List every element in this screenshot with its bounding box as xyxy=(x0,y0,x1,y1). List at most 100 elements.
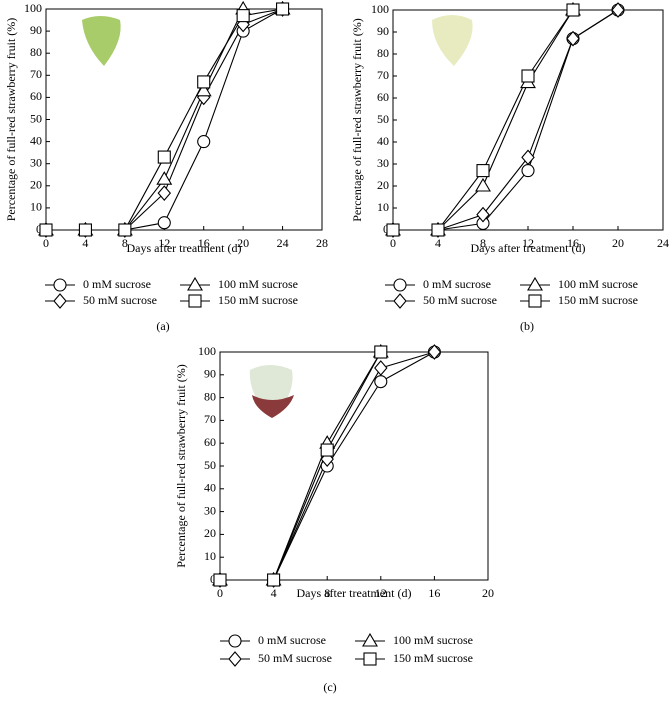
panel-caption: (c) xyxy=(323,680,336,694)
x-tick-label: 16 xyxy=(428,586,440,600)
series-line xyxy=(393,9,574,231)
marker xyxy=(521,149,535,166)
series-line xyxy=(220,351,382,581)
x-tick-label: 8 xyxy=(122,236,128,250)
legend-label: 50 mM sucrose xyxy=(83,293,157,307)
y-tick-label: 40 xyxy=(30,133,42,147)
marker xyxy=(374,360,388,376)
y-tick-label: 50 xyxy=(377,112,389,126)
y-tick-label: 10 xyxy=(377,200,389,214)
x-tick-label: 20 xyxy=(237,236,249,250)
y-tick-label: 100 xyxy=(24,1,42,15)
marker xyxy=(213,573,227,587)
y-tick-label: 80 xyxy=(204,389,216,403)
marker xyxy=(521,69,535,83)
marker xyxy=(566,30,580,47)
x-axis-label: Days after treatment (d) xyxy=(297,586,412,600)
y-tick-label: 90 xyxy=(377,24,389,38)
y-tick-label: 100 xyxy=(371,2,389,16)
panel-caption: (a) xyxy=(156,319,169,333)
marker xyxy=(195,82,212,97)
series-line xyxy=(393,9,574,231)
marker xyxy=(320,443,334,457)
y-tick-label: 10 xyxy=(30,200,42,214)
marker xyxy=(236,9,250,23)
y-tick-label: 0 xyxy=(36,222,42,236)
y-axis-label: Percentage of full-red strawberry fruit … xyxy=(350,18,364,222)
y-tick-label: 100 xyxy=(198,344,216,358)
marker xyxy=(197,135,211,149)
x-tick-label: 8 xyxy=(324,586,330,600)
x-tick-label: 12 xyxy=(522,236,534,250)
x-tick-label: 0 xyxy=(217,586,223,600)
marker xyxy=(228,634,242,648)
y-tick-label: 60 xyxy=(377,90,389,104)
x-axis-label: Days after treatment (d) xyxy=(471,241,586,255)
marker xyxy=(528,294,542,308)
x-tick-label: 8 xyxy=(480,236,486,250)
marker xyxy=(39,223,53,237)
legend-label: 50 mM sucrose xyxy=(423,293,497,307)
marker xyxy=(476,164,490,178)
legend-label: 100 mM sucrose xyxy=(218,277,298,291)
series-line xyxy=(220,351,382,581)
marker xyxy=(527,276,543,291)
marker xyxy=(374,345,388,359)
x-tick-label: 24 xyxy=(277,236,289,250)
chart: 0 10 20 30 40 50 60 70 80 90 100 0 4 8 12 16 20 24 28 Days … xyxy=(4,1,328,333)
marker xyxy=(476,206,490,223)
y-tick-label: 20 xyxy=(377,178,389,192)
marker xyxy=(53,278,67,292)
x-tick-label: 28 xyxy=(316,236,328,250)
marker xyxy=(475,177,491,192)
marker xyxy=(118,223,132,237)
panel-caption: (b) xyxy=(520,319,534,333)
strawberry-white xyxy=(432,15,473,66)
x-tick-label: 12 xyxy=(375,586,387,600)
strawberry-green xyxy=(82,16,121,66)
y-tick-label: 50 xyxy=(30,111,42,125)
x-tick-label: 4 xyxy=(271,586,277,600)
marker xyxy=(386,223,400,237)
marker xyxy=(156,171,173,185)
y-tick-label: 70 xyxy=(377,68,389,82)
x-tick-label: 0 xyxy=(390,236,396,250)
y-tick-label: 80 xyxy=(30,45,42,59)
x-axis-label: Days after treatment (d) xyxy=(127,241,242,255)
marker xyxy=(53,293,67,309)
x-tick-label: 20 xyxy=(482,586,494,600)
y-tick-label: 0 xyxy=(210,572,216,586)
x-tick-label: 4 xyxy=(82,236,88,250)
y-tick-label: 30 xyxy=(204,503,216,517)
marker xyxy=(78,223,92,237)
y-tick-label: 20 xyxy=(30,178,42,192)
strawberry-red-tip xyxy=(252,395,294,418)
y-axis-label: Percentage of full-red strawberry fruit … xyxy=(4,18,18,222)
x-tick-label: 0 xyxy=(43,236,49,250)
y-tick-label: 80 xyxy=(377,46,389,60)
plot-frame xyxy=(392,9,664,231)
marker xyxy=(157,185,172,201)
y-tick-label: 0 xyxy=(383,222,389,236)
marker xyxy=(267,573,281,587)
legend-label: 0 mM sucrose xyxy=(83,277,151,291)
y-tick-label: 40 xyxy=(204,481,216,495)
y-tick-label: 10 xyxy=(204,549,216,563)
y-tick-label: 60 xyxy=(204,435,216,449)
x-tick-label: 4 xyxy=(435,236,441,250)
series-line xyxy=(393,9,619,231)
marker xyxy=(393,278,407,292)
y-tick-label: 90 xyxy=(204,367,216,381)
x-tick-label: 24 xyxy=(657,236,669,250)
marker xyxy=(427,344,442,360)
marker xyxy=(363,652,377,666)
marker xyxy=(188,294,202,308)
marker xyxy=(197,75,211,89)
y-tick-label: 70 xyxy=(204,412,216,426)
y-tick-label: 30 xyxy=(30,155,42,169)
marker xyxy=(362,632,378,647)
chart: 0 10 20 30 40 50 60 70 80 90 100 0 4 8 12 16 20 Days afte… xyxy=(174,344,494,694)
marker xyxy=(187,276,203,291)
y-tick-label: 90 xyxy=(30,23,42,37)
